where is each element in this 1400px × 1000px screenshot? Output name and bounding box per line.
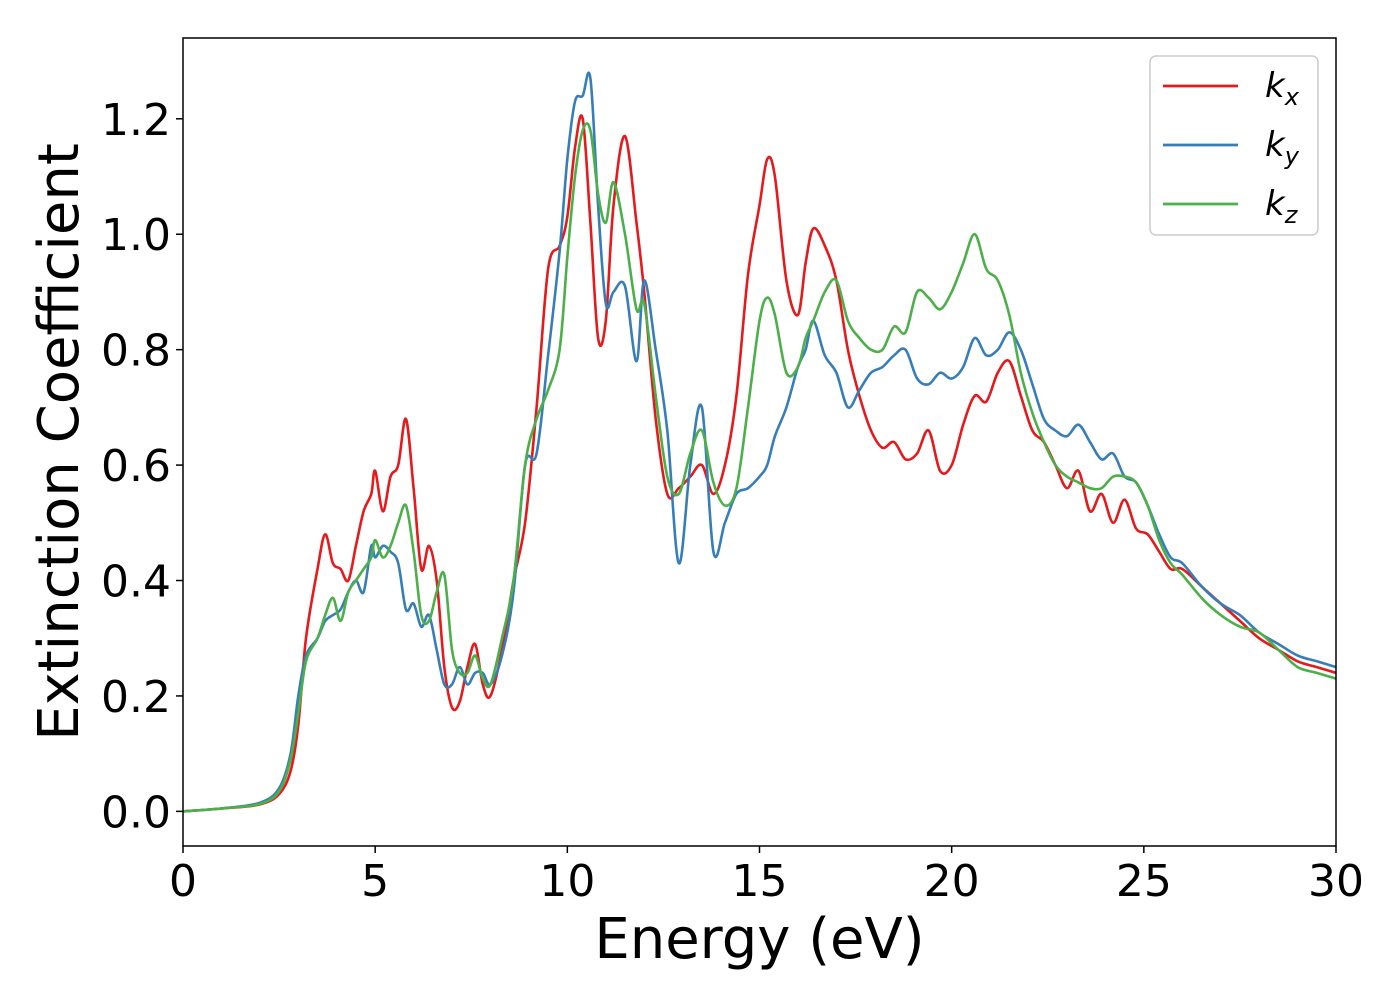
y-tick-label: 1.0 — [101, 210, 171, 261]
y-tick-label: 0.8 — [101, 326, 171, 377]
y-tick-label: 1.2 — [101, 95, 171, 146]
x-axis-ticks: 0 5 10 15 20 25 30 — [169, 846, 1364, 907]
plot-frame — [182, 37, 1337, 847]
x-tick-label: 25 — [1116, 856, 1172, 907]
y-tick-label: 0.0 — [101, 787, 171, 838]
series-line-z — [183, 122, 1336, 813]
x-tick-label: 30 — [1308, 856, 1364, 907]
y-axis-ticks: 0.0 0.2 0.4 0.6 0.8 1.0 1.2 — [101, 95, 183, 838]
x-tick-label: 20 — [924, 856, 980, 907]
y-tick-label: 0.4 — [101, 557, 171, 608]
legend: kx ky kz — [1149, 55, 1319, 236]
x-tick-label: 5 — [361, 856, 389, 907]
legend-label-x: kx — [1265, 66, 1300, 111]
y-axis-label: Extinction Coefficient — [27, 143, 92, 741]
x-tick-label: 15 — [732, 856, 788, 907]
y-tick-label: 0.6 — [101, 441, 171, 492]
x-axis-label: Energy (eV) — [594, 907, 924, 972]
legend-label-z: kz — [1265, 184, 1299, 229]
x-tick-label: 10 — [539, 856, 595, 907]
plot-area — [183, 71, 1336, 813]
series-line-y — [183, 71, 1336, 813]
y-tick-label: 0.2 — [101, 672, 171, 723]
legend-label-y: ky — [1265, 125, 1300, 170]
x-tick-label: 0 — [169, 856, 197, 907]
